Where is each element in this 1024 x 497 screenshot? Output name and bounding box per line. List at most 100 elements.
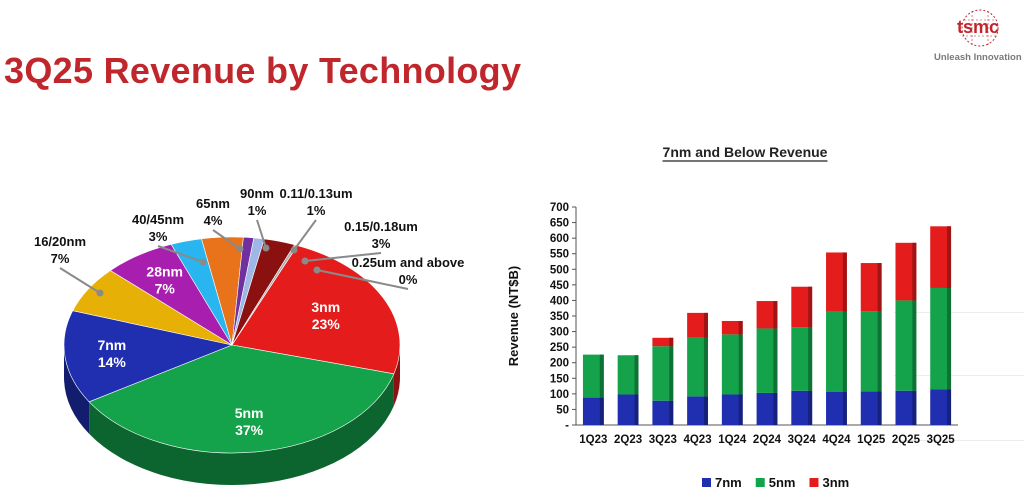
bar-shade-3nm-4q24 (842, 252, 847, 312)
pie-leader-40-45nm (157, 245, 204, 263)
y-tick-label: 550 (550, 249, 569, 261)
bar-3nm-2q24 (756, 301, 778, 329)
legend-label-5nm: 5nm (769, 475, 796, 490)
bar-shade-5nm-2q25 (912, 300, 917, 391)
bar-chart-title: 7nm and Below Revenue (663, 144, 828, 160)
pie-leader-90nm (256, 219, 267, 249)
legend-swatch-3nm (809, 478, 819, 487)
pie-label-65nm: 65nm (196, 196, 230, 211)
y-tick-label: 350 (550, 311, 569, 323)
y-tick-label: 650 (550, 218, 569, 230)
pie-slice-5nm (88, 344, 395, 454)
bar-3nm-4q24 (826, 252, 847, 312)
pie-leader-dot-0-11-0-13um (290, 246, 298, 254)
bar-7nm-1q23 (582, 397, 604, 425)
bar-7nm-3q23 (652, 400, 674, 425)
bar-3nm-1q25 (860, 263, 882, 312)
legend-label-7nm: 7nm (715, 475, 742, 490)
pie-leader-dot-16-20nm (96, 289, 104, 297)
pie-leader-dot-65nm (236, 245, 244, 253)
y-tick-label: 450 (550, 280, 569, 292)
bar-5nm-1q25 (860, 311, 882, 392)
tagline: Unleash Innovation (934, 52, 1022, 63)
y-axis-label: Revenue (NT$B) (506, 266, 521, 366)
bar-7nm-2q25 (895, 390, 917, 425)
x-tick-label: 4Q24 (822, 434, 851, 446)
bar-shade-7nm-3q23 (669, 400, 674, 425)
bar-shade-7nm-2q25 (912, 390, 917, 425)
y-tick-label: - (565, 420, 569, 432)
bar-3nm-2q25 (895, 242, 917, 301)
pie-leader-dot-0-15-0-18um (301, 257, 309, 265)
y-tick-label: 200 (550, 358, 569, 370)
pie-leader-dot-0-25um-and-above (313, 266, 321, 274)
pie-leader-dot-90nm (262, 244, 270, 252)
bar-3nm-3q24 (791, 286, 813, 328)
y-tick-label: 50 (556, 404, 569, 416)
bar-shade-7nm-1q24 (738, 394, 743, 425)
pie-label-0-15-0-18um: 0.15/0.18um (344, 219, 418, 234)
bar-shade-3nm-3q23 (669, 337, 674, 347)
bar-5nm-2q25 (895, 300, 917, 391)
pie-leader-0-11-0-13um (293, 219, 317, 251)
pie-side-5nm (89, 373, 394, 486)
bar-shade-3nm-3q24 (808, 286, 813, 328)
y-tick-label: 300 (550, 327, 569, 339)
bar-7nm-3q24 (791, 390, 813, 425)
pie-slice-7nm (63, 310, 234, 403)
pie-pct-5nm: 37% (235, 422, 264, 438)
y-tick-label: 700 (550, 202, 569, 214)
tsmc-logo: tsmc (922, 6, 1022, 68)
pie-leader-0-25um-and-above (316, 269, 409, 290)
bar-shade-7nm-2q23 (634, 394, 639, 425)
bar-shade-5nm-4q23 (703, 337, 708, 397)
pie-pct-40-45nm: 3% (149, 229, 168, 244)
pie-side-7nm (64, 345, 90, 434)
bar-5nm-3q25 (930, 287, 952, 390)
bar-shade-5nm-3q23 (669, 346, 674, 401)
bar-5nm-1q23 (582, 354, 604, 398)
pie-pct-90nm: 1% (248, 203, 267, 218)
x-tick-label: 3Q25 (927, 434, 956, 446)
pie-label-0-11-0-13um: 0.11/0.13um (280, 186, 353, 201)
bar-7nm-3q25 (930, 389, 952, 425)
bar-shade-3nm-4q23 (703, 312, 708, 338)
decor-line (894, 440, 1024, 441)
pie-pct-7nm: 14% (98, 354, 127, 370)
x-tick-label: 4Q23 (683, 434, 711, 446)
y-tick-label: 150 (550, 373, 569, 385)
pie-pct-0-15-0-18um: 3% (372, 236, 391, 251)
legend-swatch-5nm (755, 478, 765, 487)
stacked-bar-chart: 7nm and Below Revenue - 50 100 150 200 250 300… (506, 144, 958, 490)
bar-7nm-4q23 (687, 396, 708, 425)
bar-shade-3nm-2q25 (912, 242, 917, 301)
bar-shade-5nm-2q24 (773, 328, 778, 393)
bar-5nm-3q23 (652, 346, 674, 401)
x-tick-label: 2Q24 (753, 434, 782, 446)
bar-shade-3nm-3q25 (947, 226, 952, 288)
bar-shade-5nm-1q24 (738, 334, 743, 395)
bar-5nm-4q23 (687, 337, 708, 397)
bar-5nm-2q23 (617, 355, 639, 395)
bar-shade-7nm-4q23 (703, 396, 708, 425)
bar-shade-7nm-1q23 (599, 397, 604, 425)
page-title: 3Q25 Revenue by Technology (4, 50, 522, 91)
bar-shade-7nm-3q25 (947, 389, 952, 425)
bar-7nm-2q24 (756, 392, 778, 425)
pie-label-5nm: 5nm (235, 405, 264, 421)
x-tick-label: 2Q23 (614, 434, 642, 446)
legend-swatch-7nm (702, 478, 711, 487)
y-tick-label: 250 (550, 342, 569, 354)
bar-shade-3nm-1q24 (738, 320, 743, 335)
bar-shade-5nm-2q23 (634, 355, 639, 395)
pie-label-90nm: 90nm (240, 186, 274, 201)
pie-pct-0-25um-and-above: 0% (399, 272, 418, 287)
bar-7nm-2q23 (617, 394, 639, 425)
y-tick-label: 600 (550, 233, 569, 245)
logo-wordmark: tsmc (957, 17, 999, 37)
bar-5nm-3q24 (791, 327, 813, 391)
pie-leader-0-15-0-18um (304, 252, 382, 262)
x-tick-label: 1Q23 (579, 434, 607, 446)
legend-label-3nm: 3nm (822, 475, 849, 490)
pie-pct-65nm: 4% (204, 213, 223, 228)
